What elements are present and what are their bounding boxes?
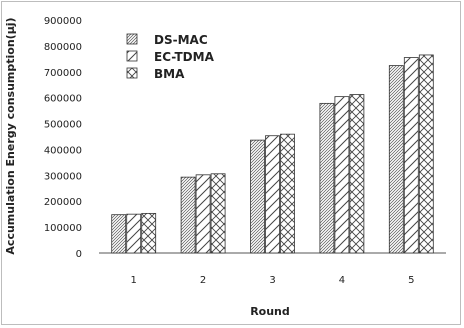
y-tick-label: 600000 <box>44 94 82 105</box>
x-axis-title: Round <box>250 305 290 318</box>
bar-bma-3 <box>280 133 295 254</box>
bar-ec-tdma-2 <box>195 174 211 254</box>
bar-ec-tdma-4 <box>334 96 350 254</box>
bar-ds-mac-2 <box>180 176 196 254</box>
legend-swatch-bma <box>126 67 138 79</box>
x-tick-label: 3 <box>269 275 275 286</box>
bar-bma-1 <box>141 212 157 254</box>
tick-labels: 0 100000 200000 300000 400000 500000 600000 700… <box>44 16 415 286</box>
y-tick-label: 500000 <box>44 120 82 131</box>
legend: DS-MAC EC-TDMA BMA <box>126 33 215 81</box>
x-tick-label: 5 <box>408 275 414 286</box>
legend-label-bma: BMA <box>154 67 185 81</box>
bar-ec-tdma-5 <box>403 57 419 254</box>
bars <box>111 54 434 254</box>
y-tick-label: 100000 <box>44 223 82 234</box>
y-tick-label: 900000 <box>44 16 82 27</box>
legend-label-ds-mac: DS-MAC <box>154 33 208 47</box>
y-tick-label: 300000 <box>44 171 82 182</box>
bar-ec-tdma-1 <box>126 213 142 254</box>
legend-swatch-ec-tdma <box>126 50 138 62</box>
y-tick-label: 800000 <box>44 42 82 53</box>
y-tick-label: 0 <box>76 249 82 260</box>
y-tick-label: 200000 <box>44 197 82 208</box>
y-axis-title: Accumulation Energy consumption(µj) <box>4 17 17 254</box>
legend-swatch-ds-mac <box>126 33 138 45</box>
bar-ds-mac-3 <box>250 139 265 254</box>
y-tick-label: 400000 <box>44 145 82 156</box>
bar-ds-mac-1 <box>111 214 127 254</box>
bar-ds-mac-4 <box>319 102 335 254</box>
bar-bma-4 <box>349 94 365 254</box>
y-tick-label: 700000 <box>44 68 82 79</box>
x-tick-label: 1 <box>131 275 137 286</box>
bar-ec-tdma-3 <box>265 135 280 254</box>
bar-ds-mac-5 <box>388 65 404 254</box>
bar-bma-5 <box>418 54 434 254</box>
x-tick-label: 2 <box>200 275 206 286</box>
legend-label-ec-tdma: EC-TDMA <box>154 50 215 64</box>
x-tick-label: 4 <box>339 275 345 286</box>
bar-bma-2 <box>210 173 226 254</box>
chart-frame <box>1 1 461 325</box>
